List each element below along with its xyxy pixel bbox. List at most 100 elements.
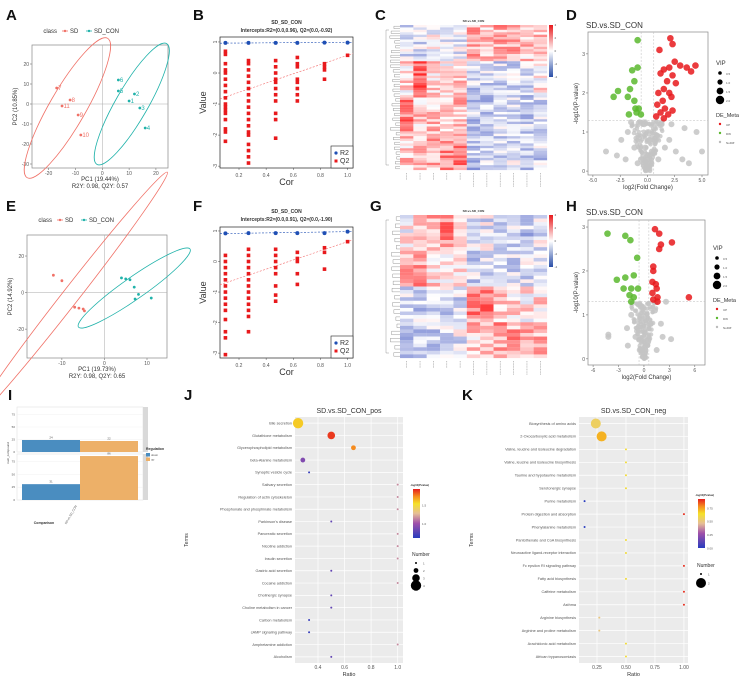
heatmap-cell [413,167,427,171]
heatmap-cell [480,275,494,280]
term-label: Carbon metabolism [259,618,292,622]
heatmap-cell [413,80,427,84]
heatmap-cell [453,350,467,355]
heatmap-cell [493,116,508,120]
dendrogram-branch [393,309,400,314]
heatmap-cell [520,68,534,72]
dendrogram-branch [395,316,400,321]
r2-point [322,231,327,236]
heatmap-cell [400,272,414,276]
dendrogram-branch [390,55,400,58]
heatmap-cell [440,286,454,291]
up-regulated-point [667,34,674,42]
q2-point [246,68,251,72]
heatmap-cell [506,116,521,120]
dendrogram-branch [390,59,400,63]
heatmap-cell [426,247,441,251]
sample-point [124,277,128,281]
heatmap-cell [453,126,467,130]
heatmap-cell [480,56,494,59]
heatmap-cell [466,225,481,230]
heatmap-cell [493,37,508,40]
heatmap-cell [493,272,508,276]
x-tick-label: -3 [616,368,621,374]
sample-point [143,126,147,130]
term-label: Asthma [563,603,577,607]
panel-label-f: F [193,198,202,215]
heatmap-cell [400,131,414,134]
heatmap-cell [506,254,521,258]
dendrogram-branch [393,69,400,73]
de-legend-marker [715,307,719,311]
heatmap-cell [453,297,467,301]
heatmap-cell [413,83,427,86]
q2-point [322,267,327,271]
heatmap-cell [426,261,441,266]
sample-point [77,306,81,310]
heatmap-title: SD.vs.SD_CON [463,19,485,23]
heatmap-cell [506,78,521,81]
heatmap-cell [520,340,534,344]
plot-title: SD.vs.SD_CON [586,208,643,217]
heatmap-cell [426,85,441,88]
heatmap-cell [413,350,427,355]
heatmap-cell [520,32,534,35]
q2-point [295,92,300,97]
heatmap-cell [426,254,441,258]
term-label: Fc epsilon RI signaling pathway [523,564,576,568]
q2-point [246,161,251,165]
heatmap-cell [426,107,441,110]
heatmap-cell [413,279,427,284]
heatmap-cell [506,58,521,62]
term-label: Arginine biosynthesis [540,616,576,620]
heatmap-cell [493,343,508,348]
q2-point [246,290,251,294]
x-tick-label: 10 [126,171,132,177]
nodiff-point [634,301,640,306]
heatmap-cell [453,73,467,76]
heatmap-cell [533,75,548,79]
dendrogram-branch [392,273,400,278]
heatmap-cell [413,300,427,305]
q2-point [345,239,350,244]
colorbar-tick-label: 4 [555,213,557,217]
x-tick-label: 0.6 [341,665,348,671]
heatmap-cell [506,250,521,255]
heatmap-cell [466,325,481,330]
term-bubble [624,487,627,490]
q2-point [246,314,251,319]
heatmap-cell [453,354,467,359]
nodiff-point [644,164,651,171]
heatmap-cell [520,275,534,280]
nodiff-point [640,338,645,344]
q2-point [223,278,228,282]
heatmap-cell [400,121,414,125]
heatmap-cell [480,225,494,230]
q2-point [273,111,278,116]
up-regulated-point [685,294,693,301]
colorbar-tick-label: 0.00 [707,546,713,550]
vip-size-marker [713,272,721,280]
heatmap-cell [440,104,454,108]
dendrogram-branch [392,302,400,307]
heatmap-cell [520,44,534,47]
heatmap-cell [466,254,481,258]
heatmap-cell [480,336,494,341]
heatmap-cell [426,99,441,103]
model-metrics: R2Y: 0.98, Q2Y: 0.57 [72,184,129,190]
heatmap-cell [400,240,414,244]
heatmap-cell [426,133,441,137]
y-tick-label: 3 [582,52,585,58]
heatmap-cell [493,254,508,258]
heatmap-cell [440,290,454,294]
q2-point [223,302,228,307]
heatmap-cell [400,282,414,287]
up-regulated-point [660,115,668,122]
y-tick-label: 3 [582,225,585,231]
term-label: Insulin secretion [265,557,292,561]
heatmap-cell [533,141,548,144]
heatmap-cell [440,145,454,149]
heatmap-cell [533,46,548,50]
heatmap-cell [493,128,508,132]
term-label: cAMP signaling pathway [251,631,292,635]
